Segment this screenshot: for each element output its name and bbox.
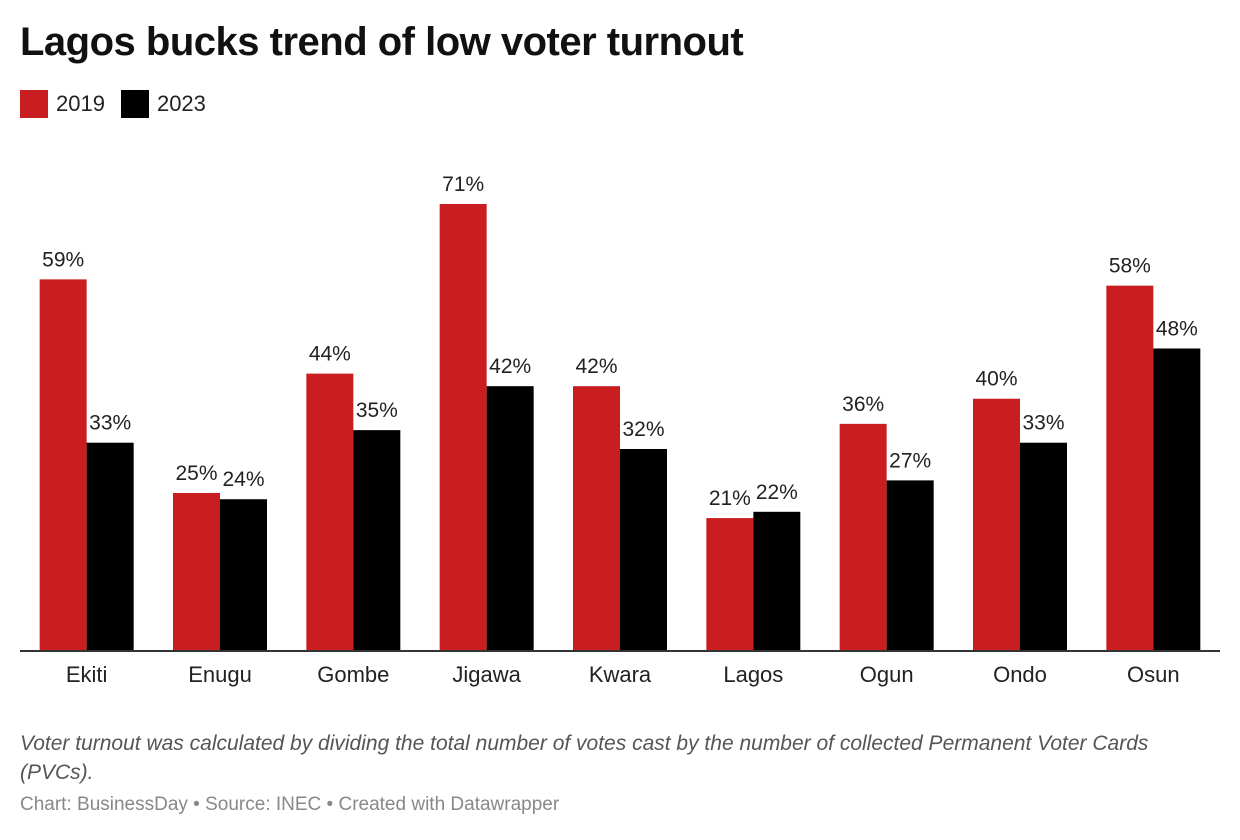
bar-ondo-2023 (1020, 442, 1067, 650)
x-tick-label-kwara: Kwara (589, 662, 652, 687)
bar-gombe-2019 (306, 373, 354, 650)
x-tick-label-lagos: Lagos (723, 662, 783, 687)
bar-jigawa-2023 (486, 386, 534, 650)
legend-label-2019: 2019 (56, 91, 105, 116)
bar-osun-2023 (1153, 348, 1201, 650)
data-label-enugu-2023: 24% (222, 468, 264, 491)
data-label-kwara-2019: 42% (575, 355, 617, 378)
data-label-kwara-2023: 32% (622, 418, 664, 441)
legend-item-2023: 2023 (120, 90, 206, 118)
legend-swatch-2023 (120, 90, 149, 118)
x-tick-label-ekiti: Ekiti (66, 662, 108, 687)
x-tick-label-osun: Osun (1127, 662, 1180, 687)
data-label-ekiti-2023: 33% (89, 412, 131, 435)
bar-enugu-2023 (220, 499, 267, 650)
data-label-ekiti-2019: 59% (42, 248, 84, 271)
x-tick-label-ondo: Ondo (993, 662, 1047, 687)
data-label-ogun-2023: 27% (889, 449, 931, 472)
data-label-lagos-2019: 21% (709, 487, 751, 510)
data-label-gombe-2023: 35% (356, 399, 398, 422)
legend-label-2023: 2023 (156, 91, 206, 116)
data-label-ogun-2019: 36% (842, 393, 884, 416)
bar-osun-2019 (1106, 285, 1154, 650)
bar-lagos-2019 (706, 518, 754, 650)
chart-byline: Chart: BusinessDay • Source: INEC • Crea… (20, 794, 560, 815)
bar-ondo-2019 (973, 398, 1020, 650)
bar-chart: 59% 33% Ekiti 25% 24% Enugu 44% 35% Gombe 71% 42% J… (20, 173, 1220, 687)
legend: 2019 2023 (20, 90, 222, 118)
bar-ekiti-2023 (86, 442, 134, 650)
legend-item-2019: 2019 (20, 90, 105, 118)
data-label-gombe-2019: 44% (309, 343, 351, 366)
x-tick-label-ogun: Ogun (860, 662, 914, 687)
legend-swatch-2019 (20, 90, 48, 118)
bar-enugu-2019 (173, 492, 220, 650)
chart-notes: Voter turnout was calculated by dividing… (20, 732, 1149, 784)
bar-kwara-2019 (573, 386, 620, 650)
bar-lagos-2023 (753, 511, 801, 650)
x-tick-label-jigawa: Jigawa (452, 662, 521, 687)
bar-kwara-2023 (620, 448, 667, 650)
data-label-jigawa-2019: 71% (442, 173, 484, 196)
data-label-enugu-2019: 25% (175, 462, 217, 485)
data-label-ondo-2023: 33% (1022, 412, 1064, 435)
bar-ekiti-2019 (39, 279, 87, 650)
bar-gombe-2023 (353, 430, 401, 650)
bar-jigawa-2019 (439, 204, 487, 650)
data-label-osun-2019: 58% (1109, 255, 1151, 278)
data-label-osun-2023: 48% (1156, 317, 1198, 340)
bar-ogun-2019 (839, 423, 887, 650)
x-tick-label-enugu: Enugu (188, 662, 252, 687)
chart-title: Lagos bucks trend of low voter turnout (20, 20, 744, 64)
bar-ogun-2023 (886, 480, 934, 650)
data-label-lagos-2023: 22% (756, 481, 798, 504)
data-label-jigawa-2023: 42% (489, 355, 531, 378)
data-label-ondo-2019: 40% (975, 368, 1017, 391)
x-tick-label-gombe: Gombe (317, 662, 389, 687)
